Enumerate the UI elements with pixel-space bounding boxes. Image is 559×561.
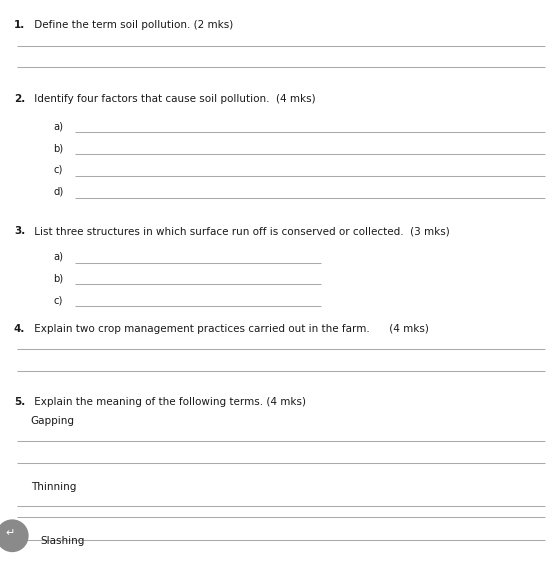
Text: Identify four factors that cause soil pollution.  (4 mks): Identify four factors that cause soil po… [31, 94, 315, 104]
Text: List three structures in which surface run off is conserved or collected.  (3 mk: List three structures in which surface r… [31, 226, 449, 236]
Text: 3.: 3. [14, 226, 25, 236]
Text: Define the term soil pollution. (2 mks): Define the term soil pollution. (2 mks) [31, 20, 233, 30]
Text: Slashing: Slashing [40, 536, 84, 546]
Text: Gapping: Gapping [31, 416, 75, 426]
Text: ↵: ↵ [6, 528, 15, 538]
Circle shape [0, 520, 28, 551]
Text: c): c) [53, 165, 63, 175]
Text: d): d) [53, 187, 63, 197]
Text: Explain the meaning of the following terms. (4 mks): Explain the meaning of the following ter… [31, 397, 306, 407]
Text: 1.: 1. [14, 20, 25, 30]
Text: b): b) [53, 143, 63, 153]
Text: Explain two crop management practices carried out in the farm.      (4 mks): Explain two crop management practices ca… [31, 324, 429, 334]
Text: 2.: 2. [14, 94, 25, 104]
Text: b): b) [53, 273, 63, 283]
Text: c): c) [53, 295, 63, 305]
Text: 4.: 4. [14, 324, 25, 334]
Text: a): a) [53, 251, 63, 261]
Text: 5.: 5. [14, 397, 25, 407]
Text: a): a) [53, 121, 63, 131]
Text: Thinning: Thinning [31, 482, 76, 492]
